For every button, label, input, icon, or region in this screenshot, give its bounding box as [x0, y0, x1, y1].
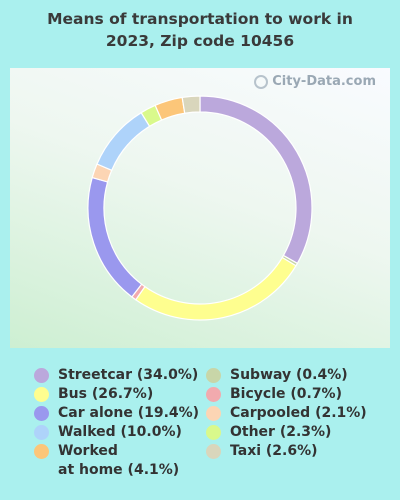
legend-swatch [206, 406, 221, 421]
legend-swatch [34, 425, 49, 440]
legend-swatch [206, 444, 221, 459]
legend-item: Other (2.3%) [206, 423, 367, 442]
legend-swatch [34, 444, 49, 459]
legend-swatch [34, 406, 49, 421]
legend-column-0: Streetcar (34.0%) Bus (26.7%) Car alone (1… [34, 366, 199, 480]
legend-label: Bicycle (0.7%) [230, 386, 342, 402]
watermark: City-Data.com [254, 74, 376, 89]
legend-item: Walked (10.0%) [34, 423, 199, 442]
legend-item: Subway (0.4%) [206, 366, 367, 385]
donut-slice-9 [181, 95, 201, 114]
city-data-logo-icon [254, 74, 269, 89]
legend-item: Bicycle (0.7%) [206, 385, 367, 404]
legend-item: Car alone (19.4%) [34, 404, 199, 423]
donut-slice-6 [96, 111, 151, 172]
donut-slice-4 [87, 176, 143, 298]
legend-label: Worked at home (4.1%) [58, 443, 180, 478]
legend-label: Taxi (2.6%) [230, 443, 318, 459]
legend-item: Taxi (2.6%) [206, 442, 367, 461]
legend-label: Walked (10.0%) [58, 424, 182, 440]
legend-swatch [34, 387, 49, 402]
watermark-text: City-Data.com [272, 74, 376, 89]
legend-label: Carpooled (2.1%) [230, 405, 367, 421]
legend-label: Car alone (19.4%) [58, 405, 200, 421]
chart-plot-area: City-Data.com [10, 68, 390, 348]
legend-label: Subway (0.4%) [230, 367, 348, 383]
donut-slice-0 [199, 95, 313, 265]
chart-title-line-2: 2023, Zip code 10456 [105, 32, 295, 50]
legend-swatch [206, 425, 221, 440]
chart-title-line-1: Means of transportation to work in [47, 10, 353, 28]
legend-item: Streetcar (34.0%) [34, 366, 199, 385]
chart-title: Means of transportation to work in 2023,… [0, 8, 400, 52]
legend-label: Bus (26.7%) [58, 386, 154, 402]
legend-label: Streetcar (34.0%) [58, 367, 199, 383]
legend-swatch [206, 368, 221, 383]
legend-swatch [34, 368, 49, 383]
legend-column-1: Subway (0.4%) Bicycle (0.7%) Carpooled (2.… [206, 366, 367, 461]
legend-swatch [206, 387, 221, 402]
donut-chart [87, 95, 313, 321]
donut-slice-8 [154, 96, 186, 121]
legend-item: Carpooled (2.1%) [206, 404, 367, 423]
legend-label: Other (2.3%) [230, 424, 332, 440]
donut-slice-2 [134, 256, 297, 321]
legend-item: Bus (26.7%) [34, 385, 199, 404]
legend-item: Worked at home (4.1%) [34, 442, 199, 480]
